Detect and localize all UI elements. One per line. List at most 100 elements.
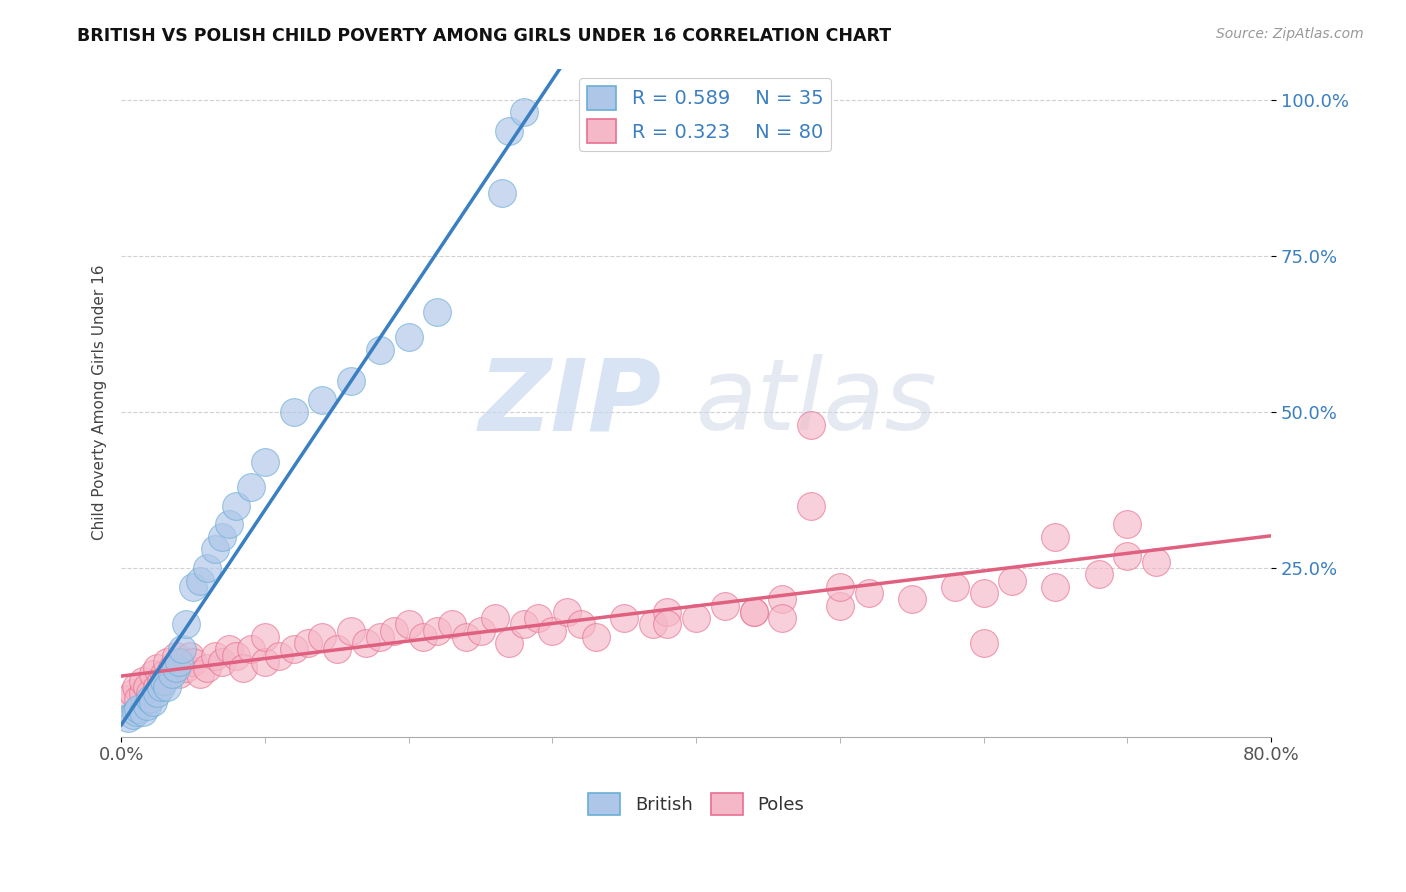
Point xyxy=(132,673,155,688)
Point xyxy=(800,417,823,432)
Point xyxy=(326,642,349,657)
Point xyxy=(569,617,592,632)
Point xyxy=(770,611,793,625)
Point xyxy=(150,680,173,694)
Point xyxy=(218,517,240,532)
Point xyxy=(204,542,226,557)
Point xyxy=(121,686,143,700)
Point xyxy=(1087,567,1109,582)
Point xyxy=(973,636,995,650)
Point xyxy=(165,661,187,675)
Point xyxy=(136,680,159,694)
Point xyxy=(146,686,169,700)
Point xyxy=(160,661,183,675)
Point xyxy=(541,624,564,638)
Point xyxy=(512,105,534,120)
Legend: British, Poles: British, Poles xyxy=(581,786,811,822)
Point xyxy=(657,605,679,619)
Point xyxy=(412,630,434,644)
Point xyxy=(170,642,193,657)
Point xyxy=(297,636,319,650)
Point xyxy=(165,648,187,663)
Text: Source: ZipAtlas.com: Source: ZipAtlas.com xyxy=(1216,27,1364,41)
Point xyxy=(368,343,391,357)
Point xyxy=(828,599,851,613)
Point xyxy=(900,592,922,607)
Point xyxy=(170,655,193,669)
Y-axis label: Child Poverty Among Girls Under 16: Child Poverty Among Girls Under 16 xyxy=(93,265,107,541)
Point xyxy=(197,661,219,675)
Point xyxy=(197,561,219,575)
Point xyxy=(512,617,534,632)
Point xyxy=(828,580,851,594)
Point xyxy=(943,580,966,594)
Point xyxy=(398,330,420,344)
Point xyxy=(174,661,197,675)
Point xyxy=(800,499,823,513)
Point xyxy=(188,667,211,681)
Point xyxy=(150,673,173,688)
Point xyxy=(174,617,197,632)
Point xyxy=(657,617,679,632)
Point xyxy=(283,405,305,419)
Point xyxy=(204,648,226,663)
Point xyxy=(440,617,463,632)
Point xyxy=(742,605,765,619)
Point xyxy=(211,530,233,544)
Point xyxy=(269,648,291,663)
Point xyxy=(142,667,165,681)
Text: ZIP: ZIP xyxy=(478,354,662,451)
Point xyxy=(613,611,636,625)
Point xyxy=(253,455,276,469)
Point xyxy=(160,667,183,681)
Point xyxy=(153,667,176,681)
Point xyxy=(188,574,211,588)
Point xyxy=(398,617,420,632)
Point xyxy=(156,655,179,669)
Point xyxy=(714,599,737,613)
Point xyxy=(211,655,233,669)
Point xyxy=(136,698,159,713)
Point xyxy=(641,617,664,632)
Point xyxy=(146,661,169,675)
Point xyxy=(181,580,204,594)
Point xyxy=(354,636,377,650)
Point xyxy=(585,630,607,644)
Point xyxy=(742,605,765,619)
Point xyxy=(426,624,449,638)
Point xyxy=(225,648,247,663)
Point xyxy=(456,630,478,644)
Point xyxy=(132,705,155,719)
Point xyxy=(527,611,550,625)
Point xyxy=(127,701,149,715)
Point xyxy=(382,624,405,638)
Point xyxy=(121,707,143,722)
Point xyxy=(167,667,190,681)
Point xyxy=(132,686,155,700)
Text: atlas: atlas xyxy=(696,354,938,451)
Point xyxy=(156,680,179,694)
Point xyxy=(124,680,146,694)
Point xyxy=(498,636,520,650)
Point xyxy=(139,686,162,700)
Point xyxy=(239,642,262,657)
Point xyxy=(179,648,201,663)
Point xyxy=(770,592,793,607)
Point xyxy=(1116,549,1139,563)
Point xyxy=(117,711,139,725)
Point xyxy=(498,124,520,138)
Point xyxy=(167,655,190,669)
Point xyxy=(1045,580,1067,594)
Point xyxy=(858,586,880,600)
Point xyxy=(368,630,391,644)
Point xyxy=(232,661,254,675)
Point xyxy=(685,611,707,625)
Point xyxy=(239,480,262,494)
Point xyxy=(139,692,162,706)
Point xyxy=(1045,530,1067,544)
Point xyxy=(153,673,176,688)
Point xyxy=(1001,574,1024,588)
Point xyxy=(340,624,363,638)
Point xyxy=(484,611,506,625)
Point xyxy=(142,695,165,709)
